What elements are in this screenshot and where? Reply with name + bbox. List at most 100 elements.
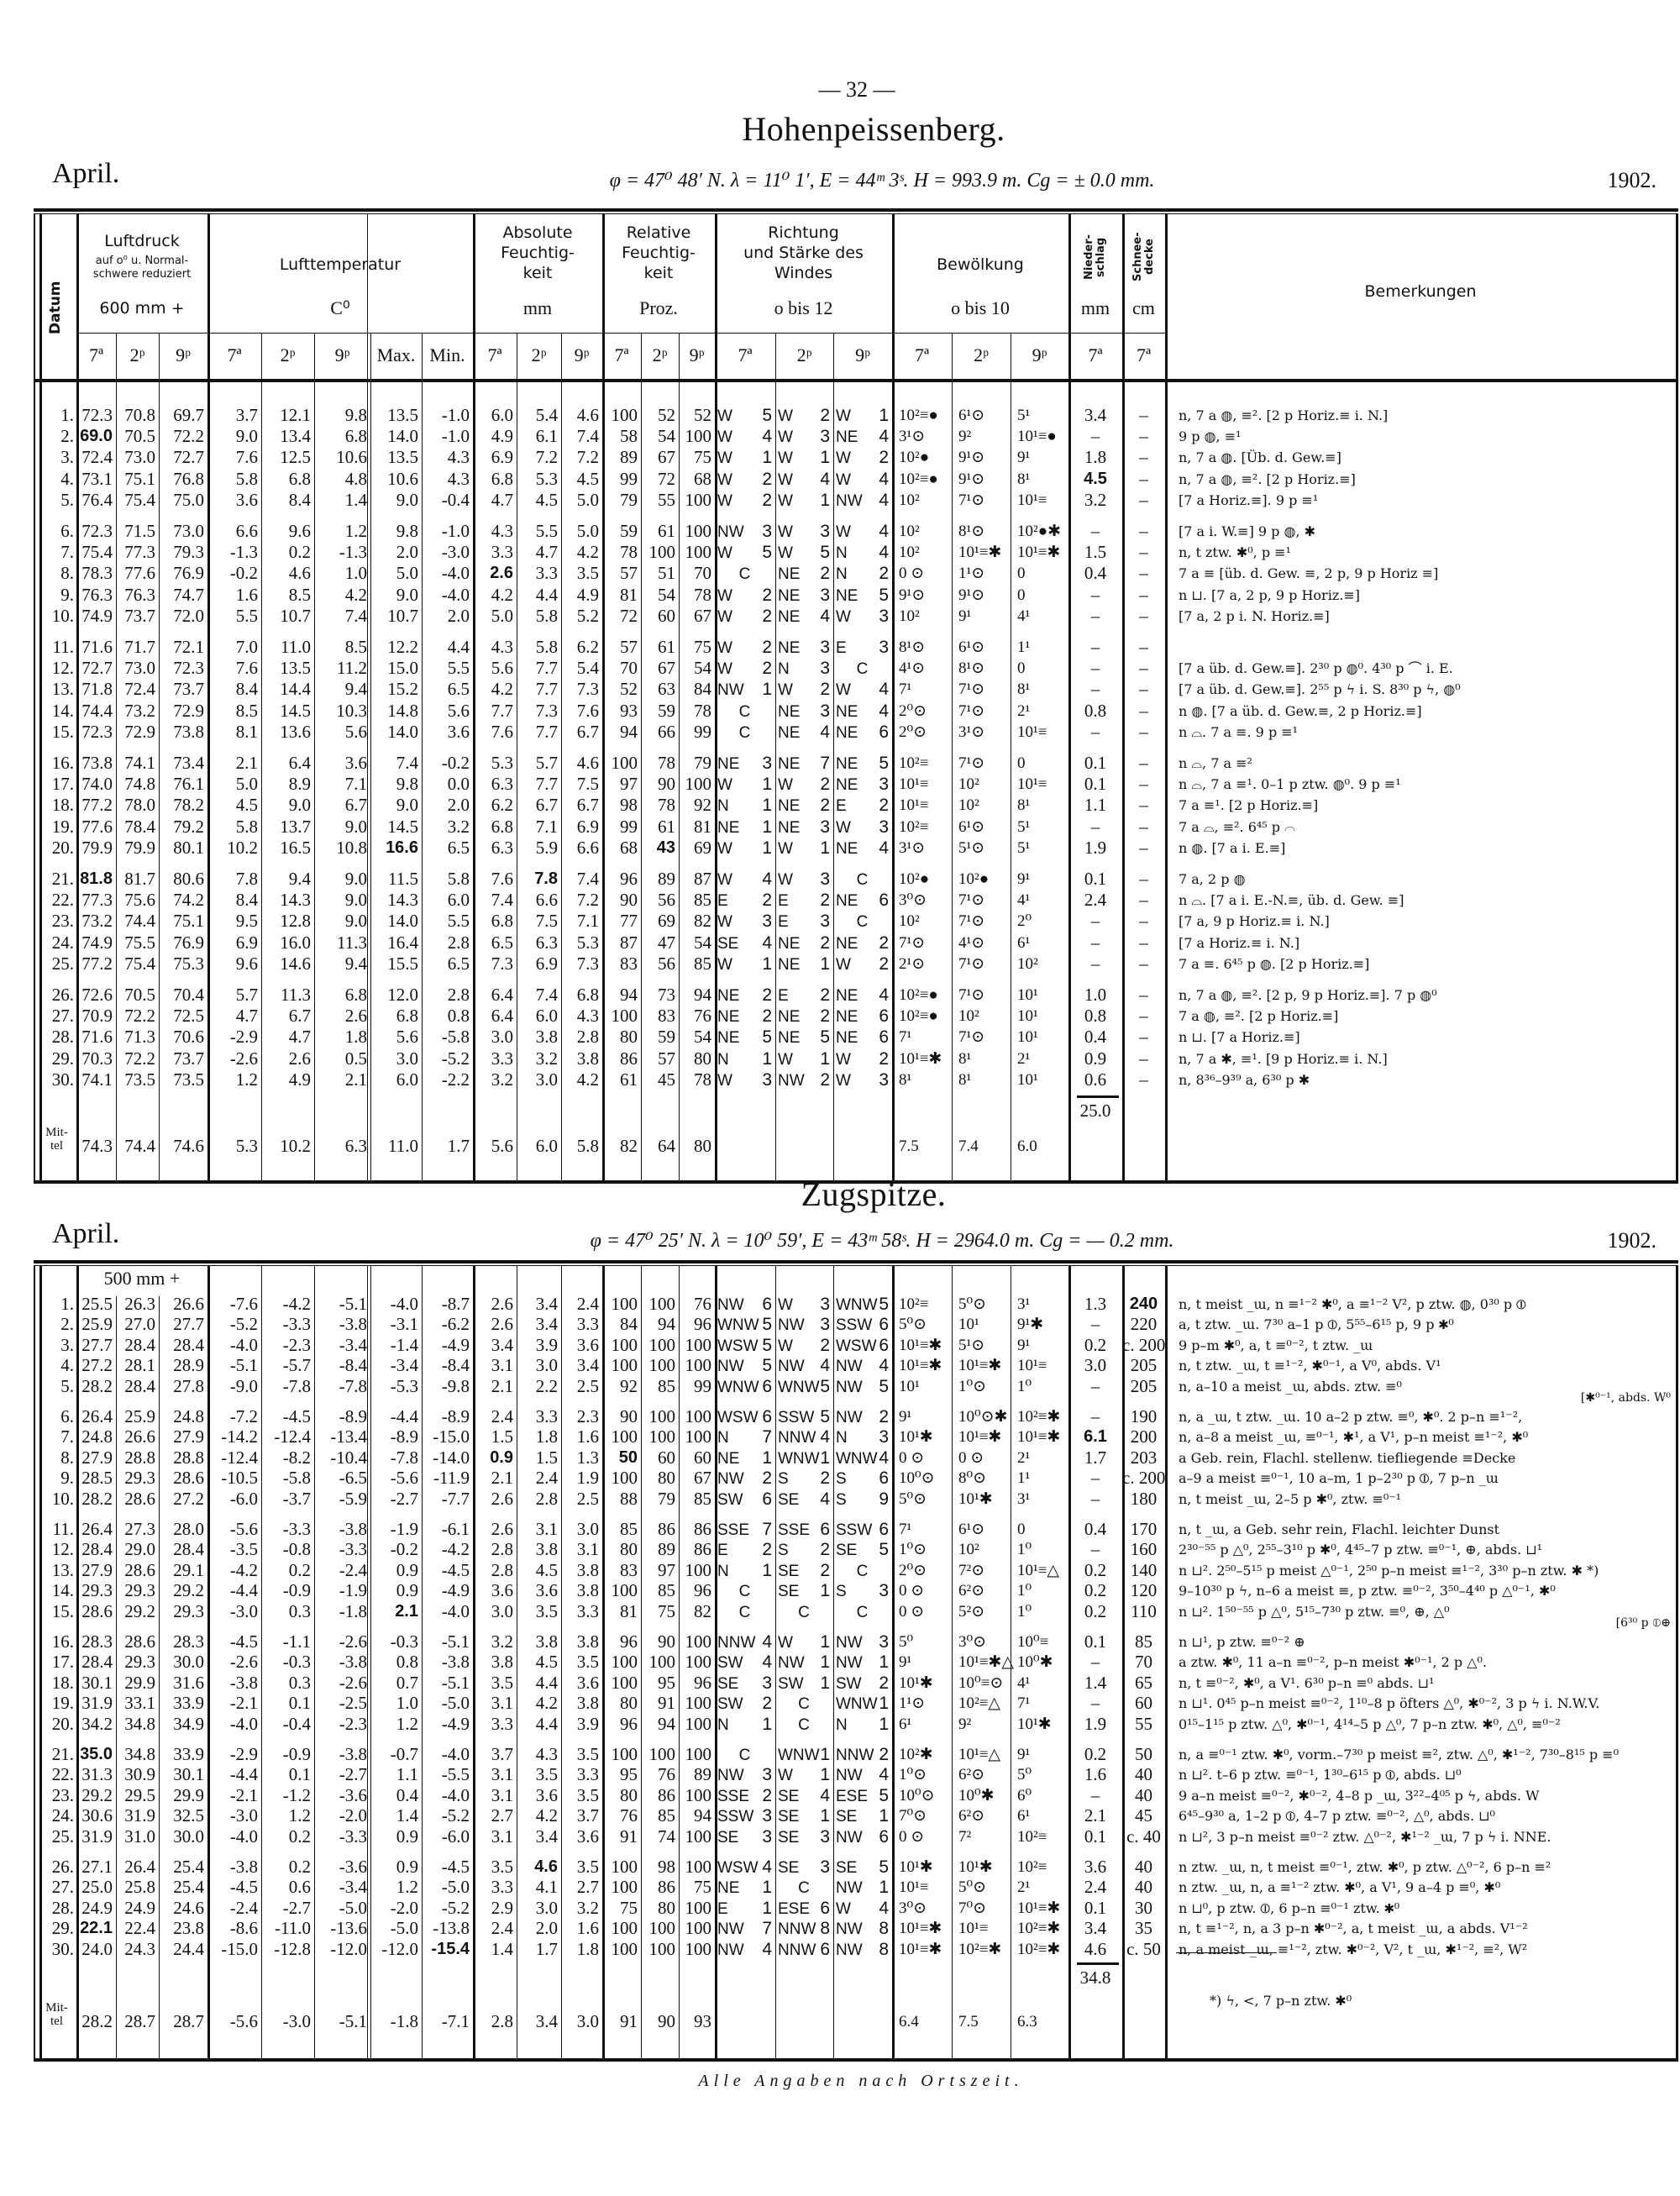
wind-force: 2 [762,606,772,626]
data-cell: 2.0 [396,542,418,563]
cloud-cell: 1⁰⊙ [899,1541,927,1559]
cloud-cell: 10¹≡✱ [958,1357,1002,1375]
data-cell: 25.4 [173,1877,204,1898]
mean-cell: 6.0 [535,1136,558,1156]
cloud-cell: 0 ⊙ [899,1602,925,1621]
wind-cell: NE 5 [715,1027,775,1048]
mean-label: tel [50,2015,63,2028]
cloud-cell: 10¹≡ [899,796,929,815]
data-cell: -4.2 [282,1294,311,1314]
remarks-cell: n, a meist _ɯ, ≡¹⁻², ztw. ✱⁰⁻², V², t _ɯ… [1179,1941,1528,1957]
table-row [0,1519,1,1520]
data-cell: 6.8 [491,816,513,837]
table-row [0,1335,1,1336]
wind-force: 1 [879,1714,889,1734]
data-cell: 5.6 [491,658,513,679]
cloud-cell: 10¹≡✱ [899,1940,942,1958]
cloud-cell: 5⁰ [1017,1766,1032,1784]
data-cell: 7.3 [576,679,599,700]
wind-direction: E [717,1899,728,1918]
wind-direction: S [836,1583,847,1601]
wind-force: 4 [879,490,889,510]
data-cell: 100 [611,1468,638,1489]
wind-direction: SE [717,1828,739,1847]
wind-force: 4 [879,1356,889,1376]
data-cell: -6.0 [229,1488,258,1509]
wind-force: 5 [879,1540,889,1560]
wind-force: 3 [762,1069,772,1090]
data-cell: 2.8 [491,1559,513,1580]
wind-direction: NW [836,1941,863,1959]
wind-force: 4 [879,469,889,489]
wind-force: 5 [879,1857,889,1877]
wind-cell: NW 1 [833,1652,892,1673]
data-cell: 4.5 [535,489,558,510]
data-cell: 24.4 [173,1938,204,1959]
data-cell: 22.1 [80,1919,113,1938]
wind-cell: NE 5 [775,1027,833,1048]
data-cell: 74.1 [124,753,155,773]
data-cell: 81 [694,816,711,837]
wind-direction: SW [836,1674,862,1693]
cloud-cell: 5¹ [1017,817,1031,836]
remarks-cell: [7 a Horiz.≡ i. N.] [1179,934,1300,951]
wind-direction: NE [836,839,858,858]
snow-cover-cell: – [1139,584,1148,605]
data-cell: 4.2 [491,679,513,700]
snow-cover-cell: – [1139,795,1148,816]
data-cell: 72.6 [81,985,113,1005]
data-cell: 3.1 [491,1764,513,1785]
data-cell: -2.6 [229,1652,258,1673]
data-cell: 71.7 [124,637,155,657]
precipitation-cell: 0.1 [1084,1826,1107,1847]
data-cell: 30.0 [173,1826,204,1847]
table-row [0,1580,1,1581]
remarks-cell: n, 7 a ◍, ≡². [2 p Horiz.≡ i. N.] [1179,407,1389,423]
mean-cell: 28.7 [124,2011,155,2031]
data-cell: 12.8 [280,911,311,932]
wind-force: 1 [879,1878,889,1898]
column-rule [367,213,368,1180]
wind-direction: NNW [717,1634,756,1652]
data-cell: 7.5 [535,911,558,932]
data-cell: -4.5 [282,1406,311,1426]
cloud-cell: 10¹ [1017,1028,1038,1047]
wind-force: 4 [879,543,889,563]
data-cell: 4.9 [491,426,513,447]
wind-direction: W [778,776,793,795]
data-cell: 97 [658,1559,675,1580]
data-cell: 2.6 [344,1006,367,1027]
data-cell: 86 [658,1877,675,1898]
data-cell: 24.6 [173,1897,204,1918]
data-cell: 4.7 [288,1027,311,1048]
wind-cell: C [715,1744,775,1765]
cloud-cell: 4¹ [1017,1673,1031,1692]
data-cell: 2.5 [576,1375,599,1396]
date-cell: 24. [51,1805,74,1826]
mean-cell: 3.0 [576,2011,599,2031]
cloud-cell: 1⁰⊙ [899,1766,927,1784]
cloud-cell: 10²✱ [899,1746,933,1763]
wind-cell: C [715,701,775,722]
date-cell: 25. [51,953,74,974]
date-cell: 28. [51,1897,74,1918]
header-luftdruck-sub: schwere reduziert [92,268,192,281]
header-lufttemperatur: Lufttemperatur [279,255,402,274]
data-cell: 6.4 [491,985,513,1005]
cloud-cell: 7¹⊙ [958,491,985,509]
wind-direction: NW [717,681,744,700]
data-cell: 89 [620,447,638,468]
wind-direction: W [717,871,732,889]
data-cell: 0.9 [490,1447,513,1467]
wind-force: 2 [820,1069,830,1090]
cloud-cell: 10²≡● [899,407,938,424]
precipitation-cell: 0.1 [1084,774,1107,795]
wind-cell: NE 4 [833,701,892,722]
data-cell: 55 [658,489,675,510]
wind-direction: SE [778,1490,800,1509]
wind-cell: NNW 2 [833,1744,892,1765]
